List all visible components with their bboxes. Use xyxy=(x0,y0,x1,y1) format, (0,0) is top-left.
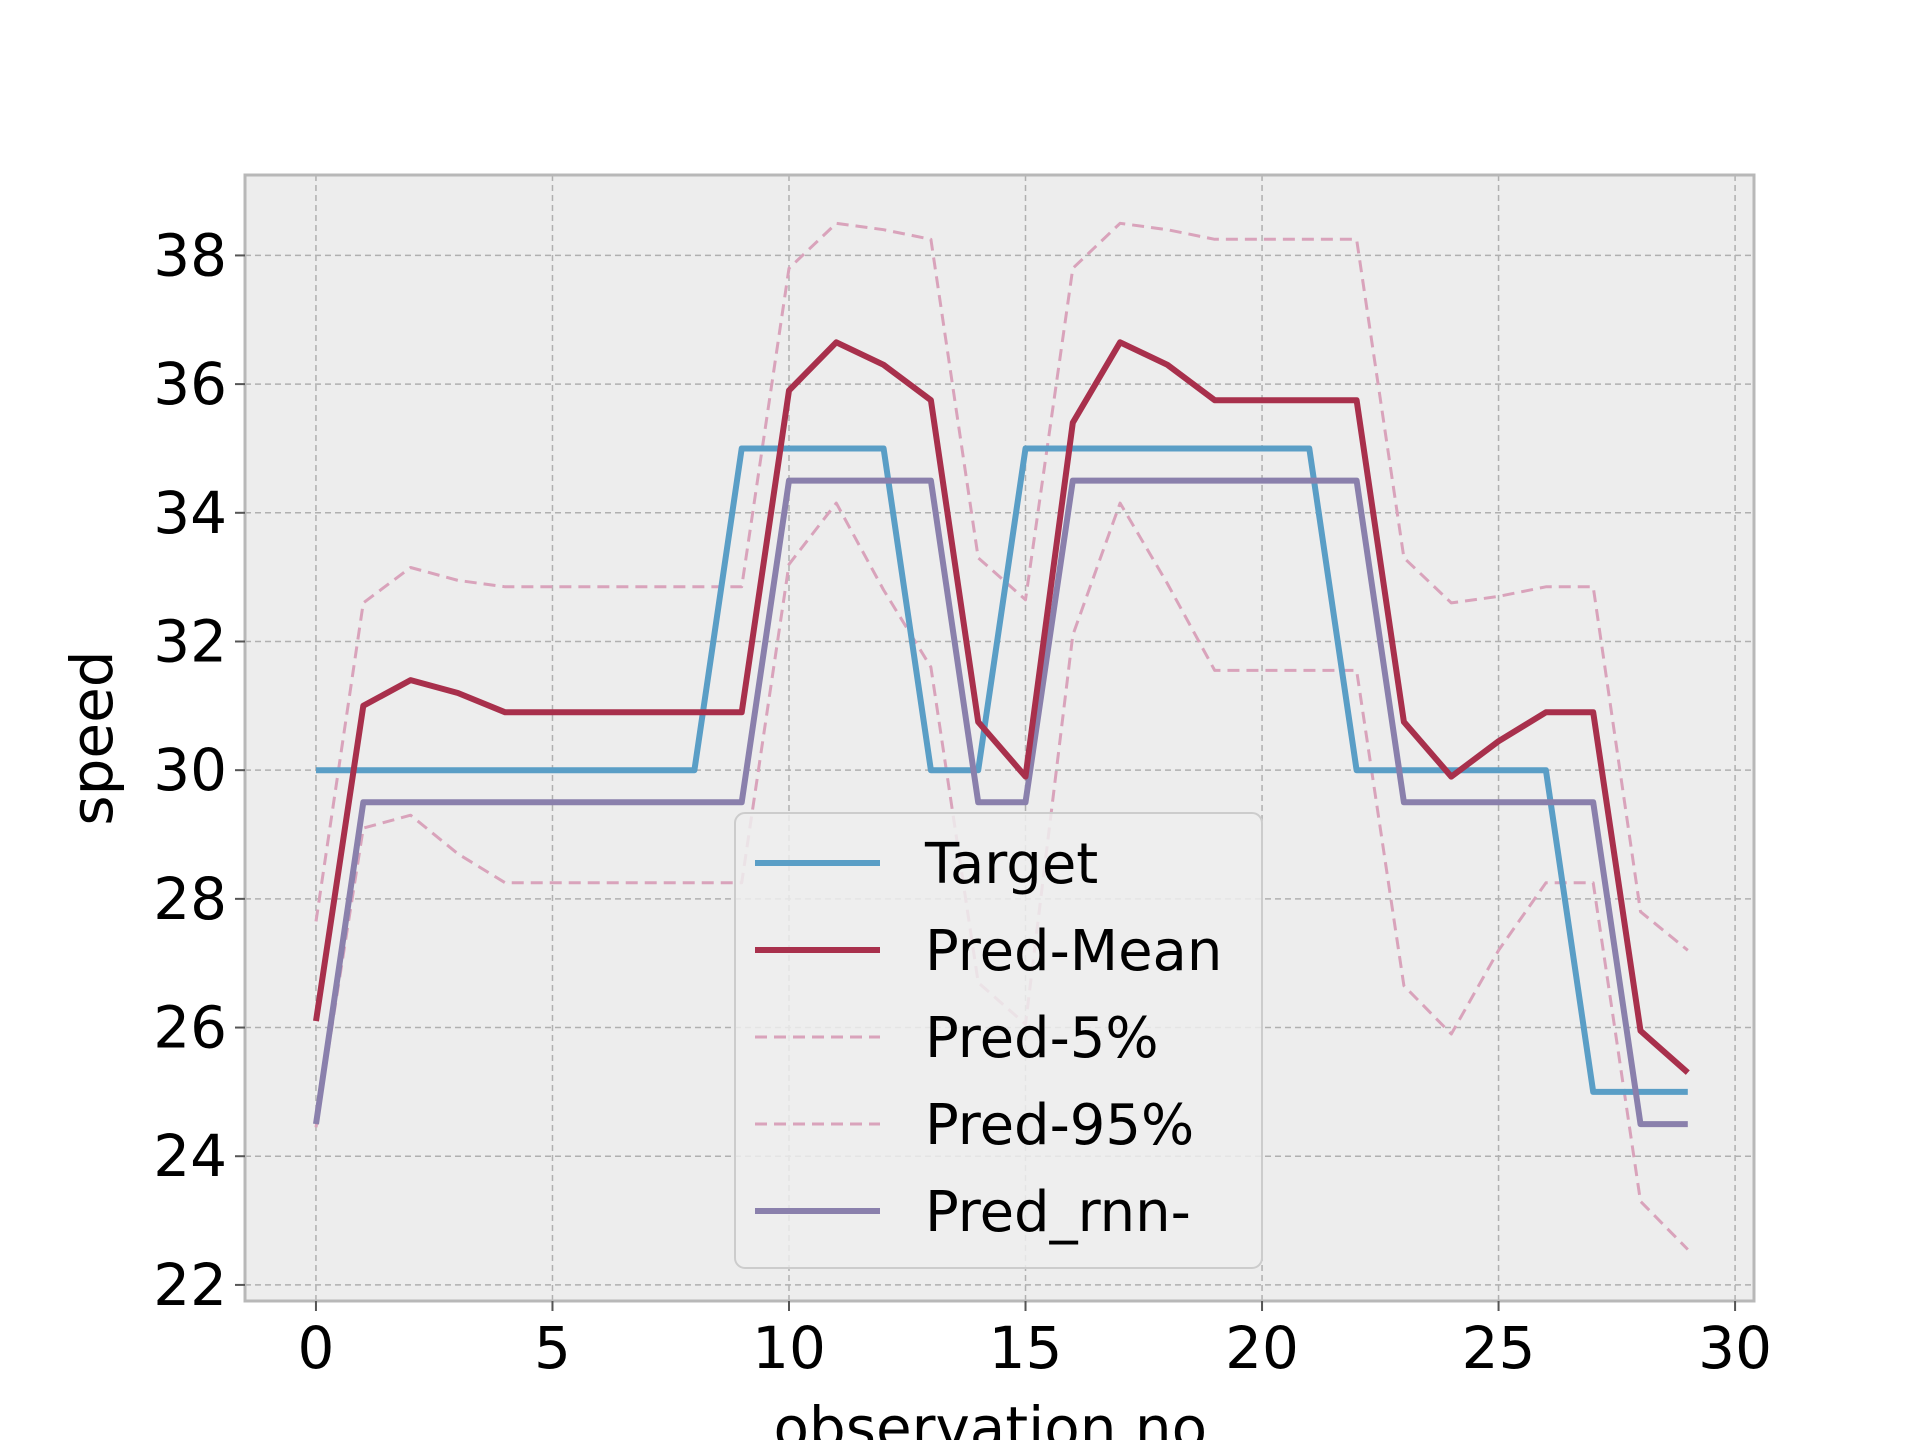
y-tick-label: 36 xyxy=(153,350,227,418)
y-tick-label: 34 xyxy=(153,479,227,547)
y-tick-label: 32 xyxy=(153,607,227,675)
x-tick-label: 25 xyxy=(1462,1314,1536,1382)
legend-label: Target xyxy=(924,832,1098,897)
x-tick-label: 15 xyxy=(989,1314,1063,1382)
x-tick-label: 10 xyxy=(752,1314,826,1382)
legend-box xyxy=(734,812,1263,1269)
x-axis-title: observation no. xyxy=(773,1394,1224,1440)
legend-label: Pred-95% xyxy=(925,1093,1194,1158)
x-tick-label: 0 xyxy=(298,1314,335,1382)
y-tick-label: 30 xyxy=(153,736,227,804)
series-line-4 xyxy=(313,477,1688,1128)
grid-lines xyxy=(245,175,1754,1301)
plot-frame xyxy=(243,173,1756,1303)
series-line-3 xyxy=(314,221,1689,952)
y-tick-label: 26 xyxy=(153,994,227,1062)
x-tick-label: 20 xyxy=(1225,1314,1299,1382)
y-tick-label: 24 xyxy=(153,1122,227,1190)
legend-label: Pred_rnn- xyxy=(925,1180,1191,1245)
legend-label: Pred-5% xyxy=(925,1006,1159,1071)
series-line-1 xyxy=(313,339,1690,1075)
y-tick-label: 28 xyxy=(153,865,227,933)
axis-ticks: 0 5 10 15 20 25 30 22 24 26 28 30 32 34 36 38 xyxy=(153,221,1772,1382)
legend-label: Pred-Mean xyxy=(925,919,1222,984)
x-tick-label: 5 xyxy=(534,1314,571,1382)
x-tick-label: 30 xyxy=(1698,1314,1772,1382)
y-tick-label: 22 xyxy=(153,1251,227,1319)
y-axis-title: speed xyxy=(58,650,126,825)
y-tick-label: 38 xyxy=(153,221,227,289)
legend: Target Pred-Mean Pred-5% Pred-95% Pred_rnn- xyxy=(734,812,1263,1269)
